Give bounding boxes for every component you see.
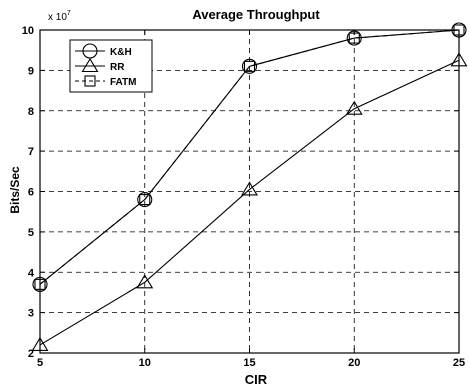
x-axis-label: CIR — [245, 372, 268, 387]
y-tick-label-4: 6 — [28, 187, 34, 199]
series-0-point-1 — [137, 192, 153, 208]
legend-marker-1 — [81, 57, 99, 73]
series-1-point-1 — [136, 274, 154, 289]
series-1-point-3 — [345, 100, 363, 115]
x-tick-label-4: 25 — [453, 357, 465, 369]
series-1-point-2 — [241, 181, 258, 196]
series-layer — [31, 22, 468, 351]
x-tick-label-1: 10 — [139, 357, 151, 369]
y-tick-label-8: 10 — [22, 25, 34, 37]
y-tick-label-6: 8 — [28, 106, 34, 118]
y-exponent-power: 7 — [67, 10, 71, 17]
y-tick-label-1: 3 — [28, 308, 34, 320]
series-0-point-3 — [346, 30, 362, 46]
series-1 — [31, 52, 468, 351]
x-tick-label-2: 15 — [243, 357, 255, 369]
legend-label-0: K&H — [110, 47, 132, 58]
series-0 — [32, 22, 467, 292]
grid-lines — [40, 30, 459, 353]
series-2-point-3 — [348, 32, 360, 44]
legend-label-1: RR — [110, 62, 125, 73]
chart-title: Average Throughput — [192, 7, 320, 22]
y-tick-label-7: 9 — [28, 65, 34, 77]
y-tick-label-0: 2 — [28, 348, 34, 360]
legend-label-2: FATM — [110, 77, 136, 88]
series-2-point-1 — [139, 194, 151, 206]
legend: K&H RR FATM — [69, 39, 153, 93]
series-line-0 — [39, 29, 460, 285]
y-tick-label-3: 5 — [28, 227, 34, 239]
plot-frame — [39, 29, 460, 354]
y-axis-label: Bits/Sec — [8, 166, 22, 214]
x-tick-label-0: 5 — [37, 357, 43, 369]
x-tick-label-3: 20 — [348, 357, 360, 369]
series-line-1 — [39, 59, 460, 346]
legend-marker-2 — [84, 75, 96, 87]
series-0-point-2 — [241, 58, 258, 74]
y-tick-label-5: 7 — [28, 146, 34, 158]
y-exponent-base: x 10 — [48, 12, 67, 23]
series-2-point-2 — [243, 60, 256, 72]
y-exponent-label: x 107 — [48, 10, 71, 23]
y-tick-label-2: 4 — [28, 267, 35, 279]
